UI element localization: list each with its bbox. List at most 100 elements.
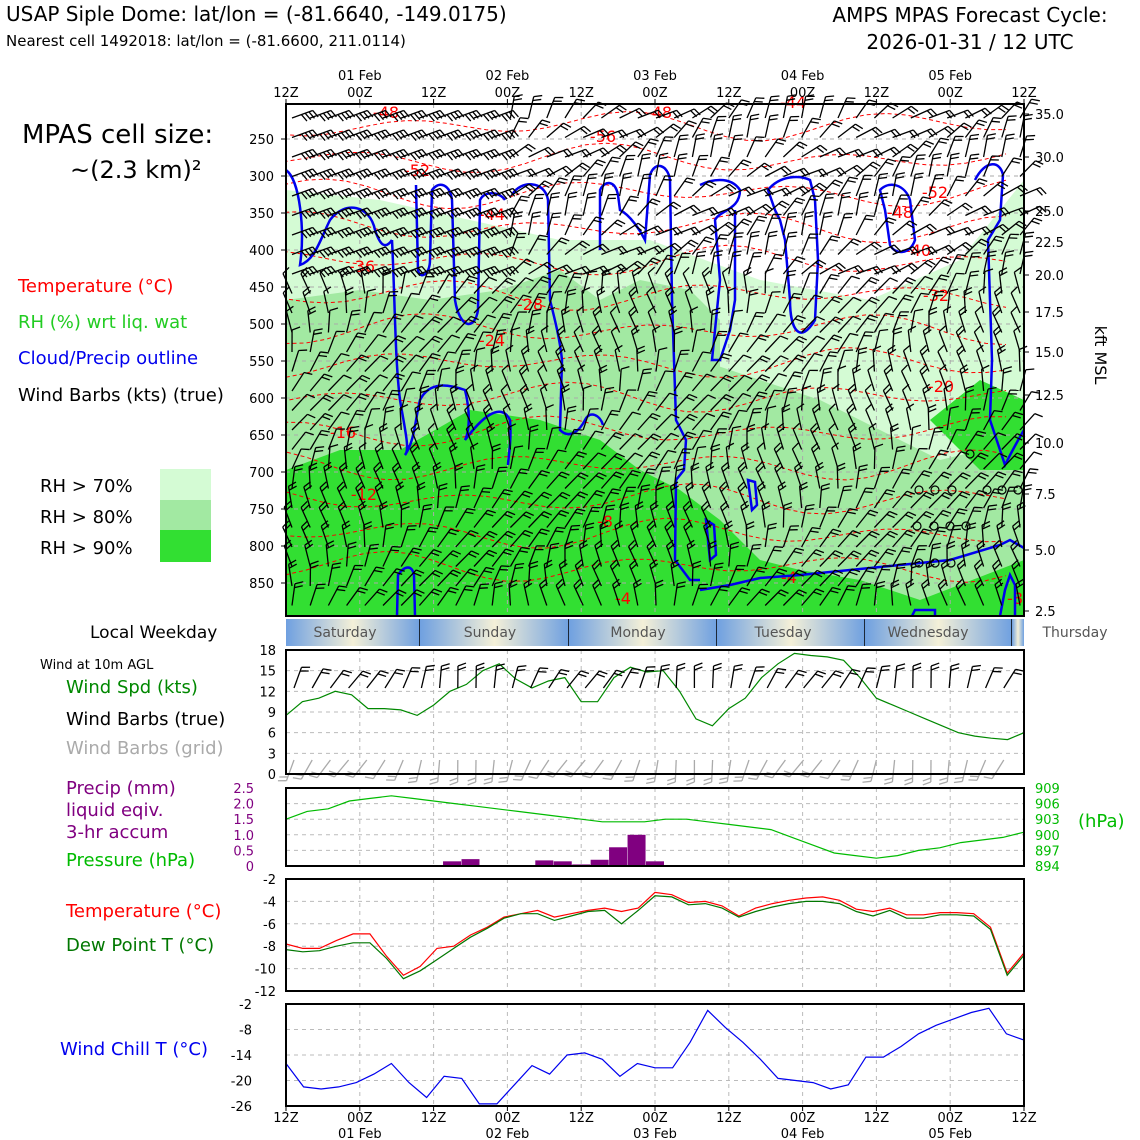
wind-barb [928,199,953,216]
wind-barb [910,491,935,509]
wind-barb-feather [961,204,970,211]
wind-barb-feather [566,264,574,272]
wind-barb [437,273,458,294]
wind-barb-feather [395,210,403,218]
wind-barb [872,345,882,372]
wind-barb-feather [529,564,538,569]
wind-barb-feather [780,589,789,594]
wind-barb-feather [906,490,916,495]
wind-barb [727,287,736,314]
wind-barb-feather [341,132,348,140]
wind-barb-feather [876,584,885,589]
wind-barb [801,182,827,197]
wind-barb-feather [628,199,637,202]
wind-barb-feather [322,190,330,199]
wind-barb-feather [912,129,920,137]
wind-barb-feather [319,211,326,219]
wind-barb-feather [677,581,686,585]
wind-barb-feather [658,347,668,351]
wind-barb-feather [787,391,797,394]
wind-barb-feather [425,276,435,278]
wind-barb [873,466,891,489]
wind-barb-feather [976,539,985,547]
pressure-tick-label: 750 [249,503,274,518]
wind-barb-feather [849,426,857,434]
wind-barb-feather [446,211,454,219]
wind-barb-feather [632,469,641,474]
wind-barb-feather [341,210,348,218]
pressure-tick-label: 350 [249,207,274,222]
surface-wind-barb [657,663,670,689]
wind-barb-feather [777,592,786,597]
wind-barb-feather [628,286,636,294]
wind-barb-shaft [619,433,636,450]
wind-barb [327,374,352,392]
wind-barb-feather [507,530,516,536]
wind-barb-feather [1008,393,1018,395]
bottom-hour-label: 00Z [790,1111,816,1126]
wind-barb-shaft [946,273,957,294]
wind-barb-feather [938,452,947,456]
wind-barb [910,259,936,275]
wind-barb-feather [464,231,472,239]
wind-barb-feather [750,117,759,121]
wind-barb-feather [702,504,710,512]
wind-barb-feather [703,270,711,278]
wind-barb-feather [728,183,737,190]
wind-barb-feather [740,442,749,449]
wind-barb-feather [972,510,982,513]
wind-barb [902,344,912,372]
wind-barb [764,95,780,119]
wind-barb-feather [992,305,999,313]
wind-barb-feather [300,114,308,122]
wind-barb-feather [279,776,288,778]
chart-title: USAP Siple Dome: lat/lon = (-81.6640, -1… [6,2,507,26]
wind-barb [437,246,465,258]
wind-barb [655,413,680,431]
wind-barb-feather [505,548,514,553]
wind-barb-feather [591,325,599,333]
wind-barb-feather [896,663,906,667]
wind-barb [837,123,864,139]
wind-barb-feather [1029,101,1038,105]
wind-barb-feather [484,407,492,414]
wind-barb-feather [432,190,439,199]
surface-wind-barb [893,663,906,689]
wind-barb [327,394,352,411]
wind-barb-feather [733,236,743,238]
grid-wind-barb [624,759,641,782]
wind-barb [922,325,932,353]
wind-barb [746,374,771,392]
wind-barb [382,522,395,548]
wind-barb [637,412,661,431]
wind-barb [992,539,1003,567]
wind-barb-feather [556,325,565,332]
wind-barb-feather [864,383,872,391]
wind-barb-feather [304,249,312,257]
wind-barb-feather [993,325,1001,333]
wind-barb-feather [605,508,615,511]
wind-barb-feather [652,257,662,262]
wind-barb-feather [636,349,646,355]
wind-barb-feather [920,292,930,296]
wind-barb-feather [395,132,403,140]
wind-barb-shaft [500,390,511,411]
wind-barb-feather [976,493,985,497]
wind-barb-feather [905,294,914,298]
temperature-contour [285,279,1007,311]
wind-barb-feather [508,579,518,585]
wind-barb [364,333,387,353]
wind-barb [400,269,414,294]
wind-barb [291,581,304,606]
wind-barb [325,540,335,567]
wind-barb-feather [900,311,909,313]
wind-barb-feather [716,119,726,122]
wind-barb-feather [886,489,896,493]
wind-barb [764,389,783,411]
wind-barb-feather [930,666,940,671]
wind-barb-feather [813,407,821,414]
wind-tick-label: 18 [259,644,276,659]
wind-barb-shaft [491,759,495,782]
wind-barb-feather [650,563,659,570]
wind-barb [609,559,621,587]
